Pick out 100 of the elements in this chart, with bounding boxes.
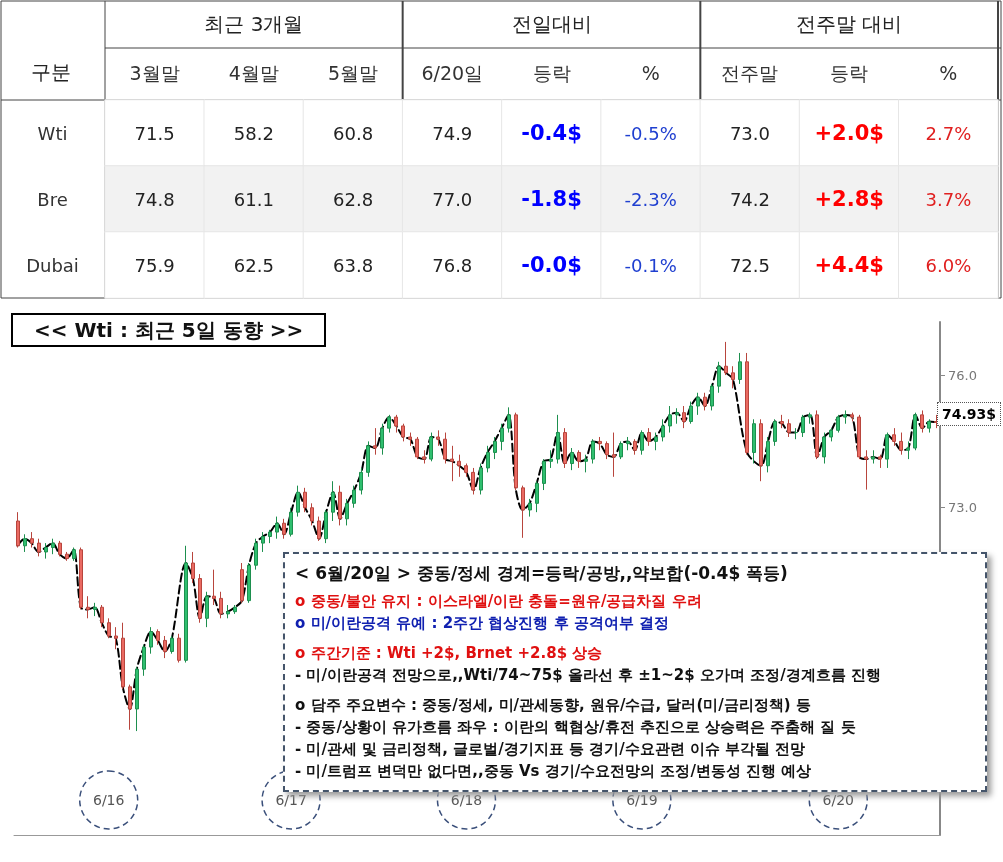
candlestick <box>93 602 97 617</box>
text: 74.93$ <box>937 402 1002 426</box>
x-tick-label: 6/16 <box>92 792 125 808</box>
candlestick <box>219 591 223 619</box>
candlestick <box>338 485 342 526</box>
candlestick <box>282 518 286 540</box>
data-label: 74.9 <box>432 122 473 144</box>
candlestick <box>408 432 412 447</box>
candlestick <box>268 529 272 544</box>
candlestick <box>275 516 279 540</box>
candlestick <box>843 409 847 425</box>
candlestick <box>850 412 854 422</box>
candlestick <box>899 432 903 456</box>
candlestick <box>563 427 567 469</box>
candlestick <box>780 414 784 429</box>
data-label: -0.1% <box>624 254 677 276</box>
candlestick <box>920 409 924 434</box>
candlestick <box>801 414 805 438</box>
x-tick-label: % <box>641 61 660 84</box>
candlestick <box>731 365 735 389</box>
candlestick <box>121 622 125 690</box>
candlestick <box>429 432 433 462</box>
candlestick <box>240 562 244 604</box>
data-label: -0.0$ <box>521 253 582 277</box>
candlestick <box>345 498 349 526</box>
candlestick <box>58 540 62 557</box>
candlestick <box>149 626 153 655</box>
candlestick <box>493 436 497 460</box>
y-tick-label: Dubai <box>26 254 79 276</box>
candlestick <box>591 438 595 465</box>
candlestick <box>717 361 721 394</box>
candlestick <box>514 412 518 491</box>
data-label: 76.8 <box>432 254 473 276</box>
x-tick-label: 6/18 <box>450 792 483 808</box>
candlestick <box>808 412 812 425</box>
candlestick <box>471 467 475 495</box>
x-tick-label: 등락 <box>830 61 869 84</box>
annotation: o 미/이란공격 유예 : 2주간 협상진행 후 공격여부 결정 <box>295 613 670 634</box>
candlestick <box>261 531 265 553</box>
annotation: o 중동/불안 유지 : 이스라엘/이란 충돌=원유/공급차질 우려 <box>295 591 703 612</box>
candlestick <box>528 498 532 518</box>
candlestick <box>100 604 104 628</box>
candlestick <box>479 463 483 495</box>
data-label: +4.4$ <box>814 253 884 277</box>
candlestick <box>647 427 651 447</box>
candlestick <box>303 487 307 513</box>
data-label: 6.0% <box>925 254 972 276</box>
candlestick <box>871 449 875 465</box>
candlestick <box>675 407 679 425</box>
candlestick <box>654 432 658 451</box>
candlestick <box>394 414 398 434</box>
data-label: -0.5% <box>624 122 677 144</box>
candlestick <box>247 562 251 604</box>
candlestick <box>857 414 861 460</box>
candlestick <box>86 595 90 619</box>
candlestick <box>226 604 230 619</box>
text: 구분 <box>30 60 71 84</box>
candlestick <box>668 405 672 434</box>
annotation: - 중동/상황이 유가흐름 좌우 : 이란의 핵협상/휴전 추진으로 상승력은 주춤해 질 듯 <box>295 717 857 738</box>
candlestick <box>422 449 426 465</box>
candlestick <box>661 418 665 442</box>
data-label: 60.8 <box>333 122 374 144</box>
x-tick-label: % <box>939 61 958 84</box>
candlestick <box>773 418 777 447</box>
candlestick <box>373 427 377 456</box>
candlestick <box>16 511 20 549</box>
candlestick <box>640 429 644 456</box>
candlestick <box>401 423 405 442</box>
candlestick <box>787 418 791 438</box>
y-tick-label: Wti <box>37 122 68 144</box>
candlestick <box>436 429 440 447</box>
chart-title: << Wti : 최근 5일 동향 >> <box>34 318 304 342</box>
x-tick-label: 6/19 <box>626 792 658 808</box>
data-label: 77.0 <box>432 188 473 210</box>
candlestick <box>30 531 34 549</box>
candlestick <box>457 454 461 478</box>
candlestick <box>198 573 202 624</box>
candlestick <box>170 635 174 655</box>
candlestick <box>626 436 630 451</box>
candlestick <box>324 509 328 544</box>
candlestick <box>759 418 763 482</box>
candlestick <box>352 485 356 509</box>
candlestick <box>191 551 195 584</box>
data-label: 58.2 <box>233 122 274 144</box>
candlestick <box>205 591 209 628</box>
data-label: 73.0 <box>729 122 770 144</box>
candlestick <box>913 412 917 451</box>
data-label: +2.0$ <box>814 121 884 145</box>
candlestick <box>766 436 770 473</box>
candlestick <box>549 449 553 469</box>
data-label: 62.8 <box>333 188 374 210</box>
candlestick <box>65 551 69 562</box>
data-label: 61.1 <box>233 188 274 210</box>
candlestick <box>156 628 160 646</box>
candlestick <box>450 445 454 482</box>
candlestick <box>177 633 181 664</box>
x-tick-label: 전주말 <box>721 61 779 84</box>
candlestick <box>752 418 756 465</box>
text: 전주말 대비 <box>795 12 903 36</box>
data-label: +2.8$ <box>814 187 884 211</box>
